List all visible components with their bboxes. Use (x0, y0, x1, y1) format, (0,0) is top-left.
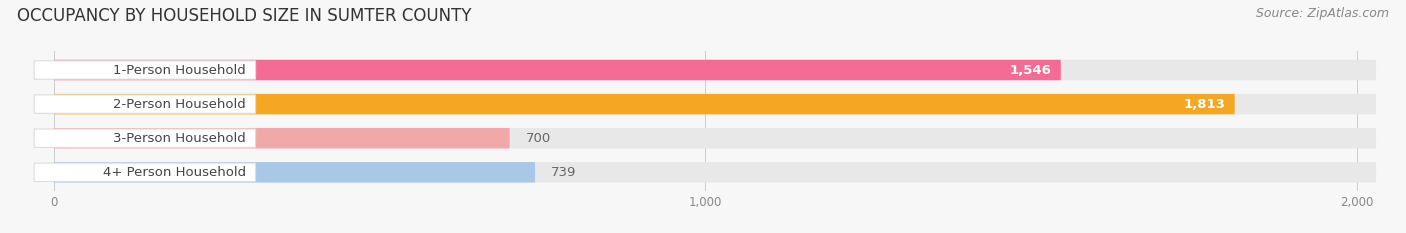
FancyBboxPatch shape (34, 129, 256, 147)
Text: 1,546: 1,546 (1010, 64, 1052, 76)
Text: OCCUPANCY BY HOUSEHOLD SIZE IN SUMTER COUNTY: OCCUPANCY BY HOUSEHOLD SIZE IN SUMTER CO… (17, 7, 471, 25)
Text: 700: 700 (526, 132, 551, 145)
Text: 1,813: 1,813 (1182, 98, 1225, 111)
Text: 3-Person Household: 3-Person Household (112, 132, 246, 145)
FancyBboxPatch shape (249, 162, 1376, 182)
FancyBboxPatch shape (53, 60, 1060, 80)
FancyBboxPatch shape (249, 94, 1376, 114)
FancyBboxPatch shape (53, 162, 536, 182)
Text: Source: ZipAtlas.com: Source: ZipAtlas.com (1256, 7, 1389, 20)
FancyBboxPatch shape (53, 94, 1234, 114)
FancyBboxPatch shape (34, 95, 256, 113)
FancyBboxPatch shape (34, 163, 256, 182)
FancyBboxPatch shape (249, 60, 1376, 80)
Text: 739: 739 (551, 166, 576, 179)
FancyBboxPatch shape (53, 128, 509, 148)
Text: 1-Person Household: 1-Person Household (112, 64, 246, 76)
FancyBboxPatch shape (34, 61, 256, 79)
Text: 2-Person Household: 2-Person Household (112, 98, 246, 111)
FancyBboxPatch shape (249, 128, 1376, 148)
Text: 4+ Person Household: 4+ Person Household (103, 166, 246, 179)
